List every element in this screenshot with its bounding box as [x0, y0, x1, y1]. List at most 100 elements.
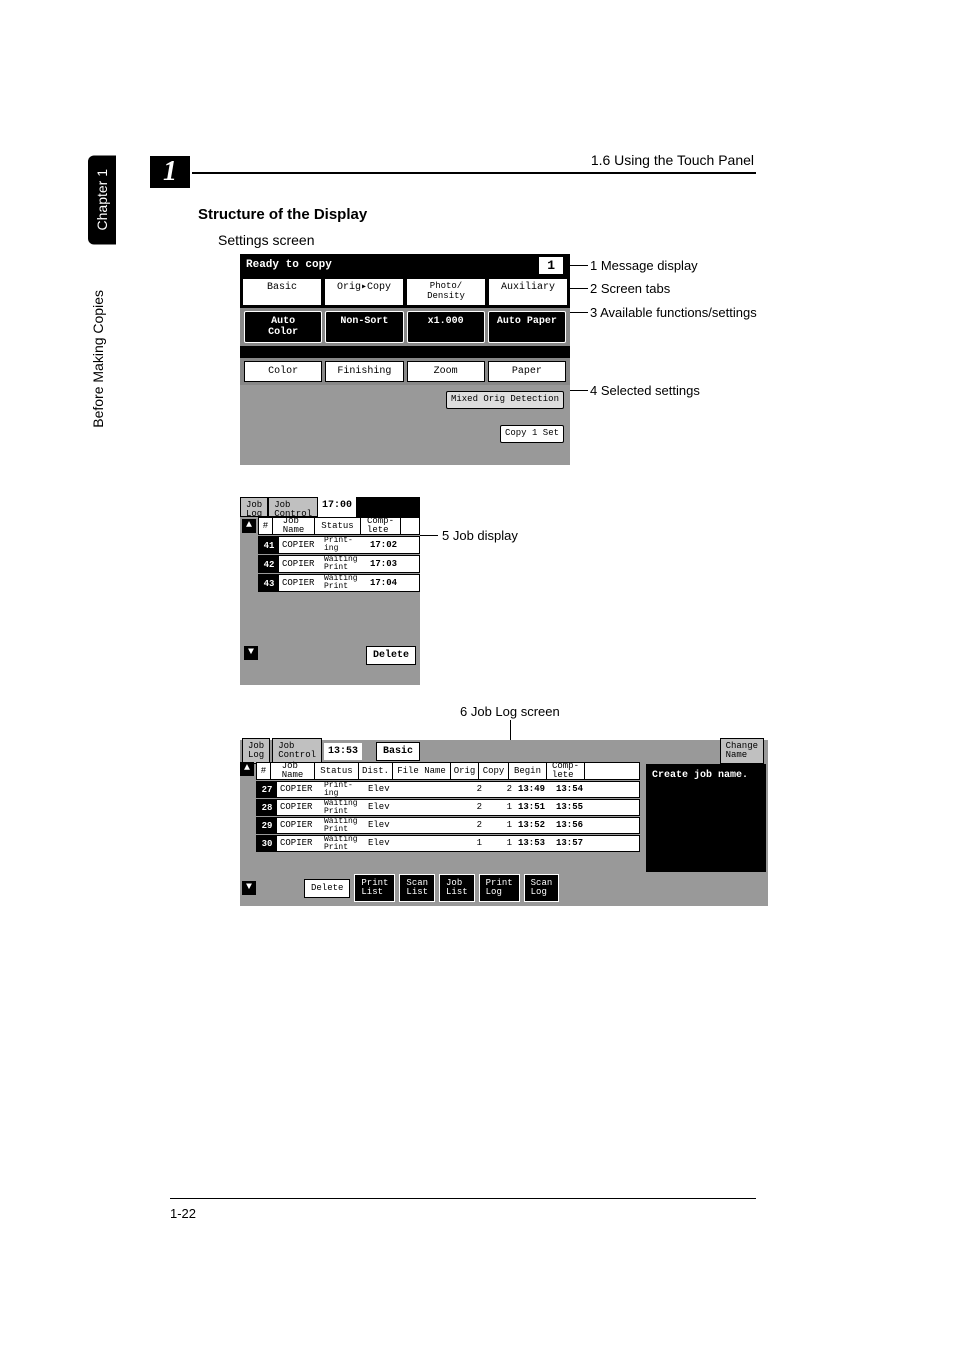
s3-row[interactable]: 27 COPIER Print- ing Elev 2 2 13:49 13:5…	[256, 781, 640, 798]
tab-photo-density[interactable]: Photo/ Density	[406, 278, 486, 306]
delete-button[interactable]: Delete	[366, 646, 416, 665]
annot-available-functions: 3 Available functions/settings	[590, 305, 757, 320]
s3-scan-list-btn[interactable]: Scan List	[399, 874, 435, 902]
job-display-screen: Job Log Job Control 17:00 ▲ # Job Name S…	[240, 497, 420, 685]
row-status: Waiting Print	[321, 556, 367, 572]
func-zoom[interactable]: Zoom	[407, 361, 485, 382]
tab-basic[interactable]: Basic	[242, 278, 322, 306]
section-title: Structure of the Display	[198, 206, 367, 223]
job-log-tab[interactable]: Job Log	[240, 497, 268, 517]
job-row[interactable]: 42 COPIER Waiting Print 17:03	[258, 555, 420, 573]
job-control-tab[interactable]: Job Control	[268, 497, 318, 517]
s3-col-complete: Comp- lete	[547, 763, 585, 779]
s3-scroll-down[interactable]: ▼	[242, 881, 256, 895]
row-name: COPIER	[279, 541, 321, 550]
func-non-sort[interactable]: Non-Sort	[325, 311, 403, 343]
s3-col-jobname: Job Name	[271, 763, 315, 779]
s3-scan-log-btn[interactable]: Scan Log	[524, 874, 560, 902]
s3-row-end: 13:56	[553, 821, 591, 830]
s3-row-dist: Elev	[365, 785, 399, 794]
s3-row-copy: 1	[485, 803, 515, 812]
s3-row-orig: 2	[457, 821, 485, 830]
s3-basic-btn[interactable]: Basic	[376, 742, 420, 761]
s3-job-log-tab[interactable]: Job Log	[242, 738, 270, 764]
s3-delete-btn[interactable]: Delete	[304, 879, 350, 898]
callout-line	[570, 312, 588, 313]
callout-line	[570, 390, 588, 391]
s3-row-name: COPIER	[277, 785, 321, 794]
func-row-1: Auto Color Non-Sort x1.000 Auto Paper	[240, 308, 570, 346]
s3-row-name: COPIER	[277, 839, 321, 848]
callout-line	[570, 288, 588, 289]
s3-row-name: COPIER	[277, 821, 321, 830]
s3-col-copy: Copy	[479, 763, 509, 779]
s3-col-begin: Begin	[509, 763, 547, 779]
s3-row[interactable]: 28 COPIER Waiting Print Elev 2 1 13:51 1…	[256, 799, 640, 816]
s3-row-end: 13:54	[553, 785, 591, 794]
s3-topbar: Job Log Job Control 13:53 Basic Change N…	[240, 740, 768, 762]
settings-screen: Ready to copy 1 Basic Orig▸Copy Photo/ D…	[240, 254, 570, 454]
func-auto-paper[interactable]: Auto Paper	[488, 311, 566, 343]
tab-orig-copy[interactable]: Orig▸Copy	[324, 278, 404, 306]
func-zoom-ratio[interactable]: x1.000	[407, 311, 485, 343]
annot-message-display: 1 Message display	[590, 258, 698, 273]
s3-row-dist: Elev	[365, 821, 399, 830]
s3-row-status: Print- ing	[321, 782, 365, 798]
s3-row-orig: 1	[457, 839, 485, 848]
func-row-2: Color Finishing Zoom Paper	[240, 358, 570, 385]
s3-row-num: 29	[257, 818, 277, 833]
col-complete: Comp- lete	[361, 518, 401, 534]
s3-scroll-up[interactable]: ▲	[240, 762, 254, 776]
annot-job-log-screen: 6 Job Log screen	[460, 704, 560, 719]
s3-col-orig: Orig	[451, 763, 479, 779]
selected-mixed-orig[interactable]: Mixed Orig Detection	[446, 391, 564, 409]
tab-auxiliary[interactable]: Auxiliary	[488, 278, 568, 306]
s3-print-log-btn[interactable]: Print Log	[479, 874, 520, 902]
row-num: 41	[259, 537, 279, 553]
subsection-title: Settings screen	[218, 232, 315, 248]
callout-line	[570, 265, 588, 266]
job-tabs: Job Log Job Control 17:00	[240, 497, 420, 517]
footer-rule	[170, 1198, 756, 1199]
s3-side-panel: Create job name.	[646, 764, 766, 872]
s3-job-list-btn[interactable]: Job List	[439, 874, 475, 902]
scroll-up[interactable]: ▲	[242, 519, 256, 533]
count-box: 1	[538, 256, 564, 275]
s3-row-dist: Elev	[365, 839, 399, 848]
s3-row[interactable]: 30 COPIER Waiting Print Elev 1 1 13:53 1…	[256, 835, 640, 852]
s3-col-status: Status	[315, 763, 359, 779]
s3-change-name-btn[interactable]: Change Name	[720, 738, 764, 764]
header-rule	[192, 172, 756, 174]
row-ct: 17:04	[367, 579, 403, 588]
callout-line	[420, 535, 438, 536]
screen-tabs-row: Basic Orig▸Copy Photo/ Density Auxiliary	[240, 276, 570, 308]
row-ct: 17:03	[367, 560, 403, 569]
row-status: Print- ing	[321, 537, 367, 553]
s3-row-begin: 13:52	[515, 821, 553, 830]
job-log-screen: Job Log Job Control 13:53 Basic Change N…	[240, 740, 768, 900]
page-label-box: 1	[150, 156, 190, 188]
s3-bottom-bar: ▼ Delete Print List Scan List Job List P…	[240, 870, 768, 906]
header-section-path: 1.6 Using the Touch Panel	[591, 152, 754, 168]
func-auto-color[interactable]: Auto Color	[244, 311, 322, 343]
chapter-tab: Chapter 1	[88, 155, 116, 244]
selected-copy-set[interactable]: Copy 1 Set	[500, 425, 564, 443]
s3-row[interactable]: 29 COPIER Waiting Print Elev 2 1 13:52 1…	[256, 817, 640, 834]
annot-selected-settings: 4 Selected settings	[590, 383, 700, 398]
s3-row-status: Waiting Print	[321, 800, 365, 816]
func-finishing[interactable]: Finishing	[325, 361, 403, 382]
s3-row-status: Waiting Print	[321, 836, 365, 852]
col-num: #	[259, 518, 273, 534]
s3-print-list-btn[interactable]: Print List	[354, 874, 395, 902]
s3-col-num: #	[257, 763, 271, 779]
delete-row: ▼ Delete	[240, 642, 420, 669]
scroll-down[interactable]: ▼	[244, 646, 258, 660]
job-row[interactable]: 43 COPIER Waiting Print 17:04	[258, 574, 420, 592]
annot-screen-tabs: 2 Screen tabs	[590, 281, 670, 296]
scroll-arrows: ▲	[240, 517, 258, 592]
func-color[interactable]: Color	[244, 361, 322, 382]
job-row[interactable]: 41 COPIER Print- ing 17:02	[258, 536, 420, 554]
func-paper[interactable]: Paper	[488, 361, 566, 382]
s3-row-begin: 13:53	[515, 839, 553, 848]
row-name: COPIER	[279, 560, 321, 569]
